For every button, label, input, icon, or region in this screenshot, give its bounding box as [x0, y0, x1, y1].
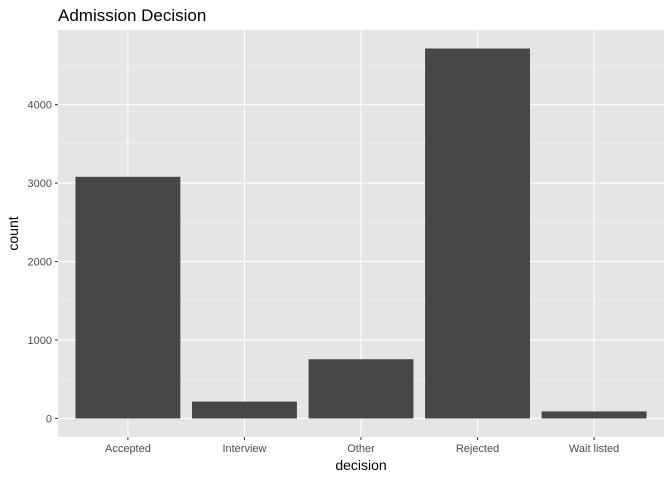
bar-wait-listed: [541, 411, 647, 419]
x-tick-label: Wait listed: [569, 443, 619, 455]
y-tick-label: 1000: [28, 335, 52, 347]
x-tick-label: Interview: [222, 443, 266, 455]
x-tick-label: Rejected: [456, 443, 499, 455]
bar-rejected: [425, 48, 530, 419]
x-tick-label: Accepted: [105, 443, 151, 455]
y-tick-label: 4000: [28, 100, 52, 112]
bar-other: [308, 359, 414, 419]
x-axis: Accepted Interview Other Rejected Wait liste…: [105, 437, 619, 455]
y-tick-label: 3000: [28, 178, 52, 190]
x-axis-title: decision: [335, 457, 386, 473]
x-tick-label: Other: [347, 443, 375, 455]
bars: [75, 48, 647, 419]
bar-accepted: [75, 176, 181, 419]
y-tick-label: 0: [46, 413, 52, 425]
y-tick-label: 2000: [28, 257, 52, 269]
y-axis-title: count: [5, 216, 21, 250]
y-axis: 0 1000 2000 3000 4000: [28, 100, 58, 425]
chart-title: Admission Decision: [58, 6, 206, 25]
bar-interview: [192, 401, 297, 419]
